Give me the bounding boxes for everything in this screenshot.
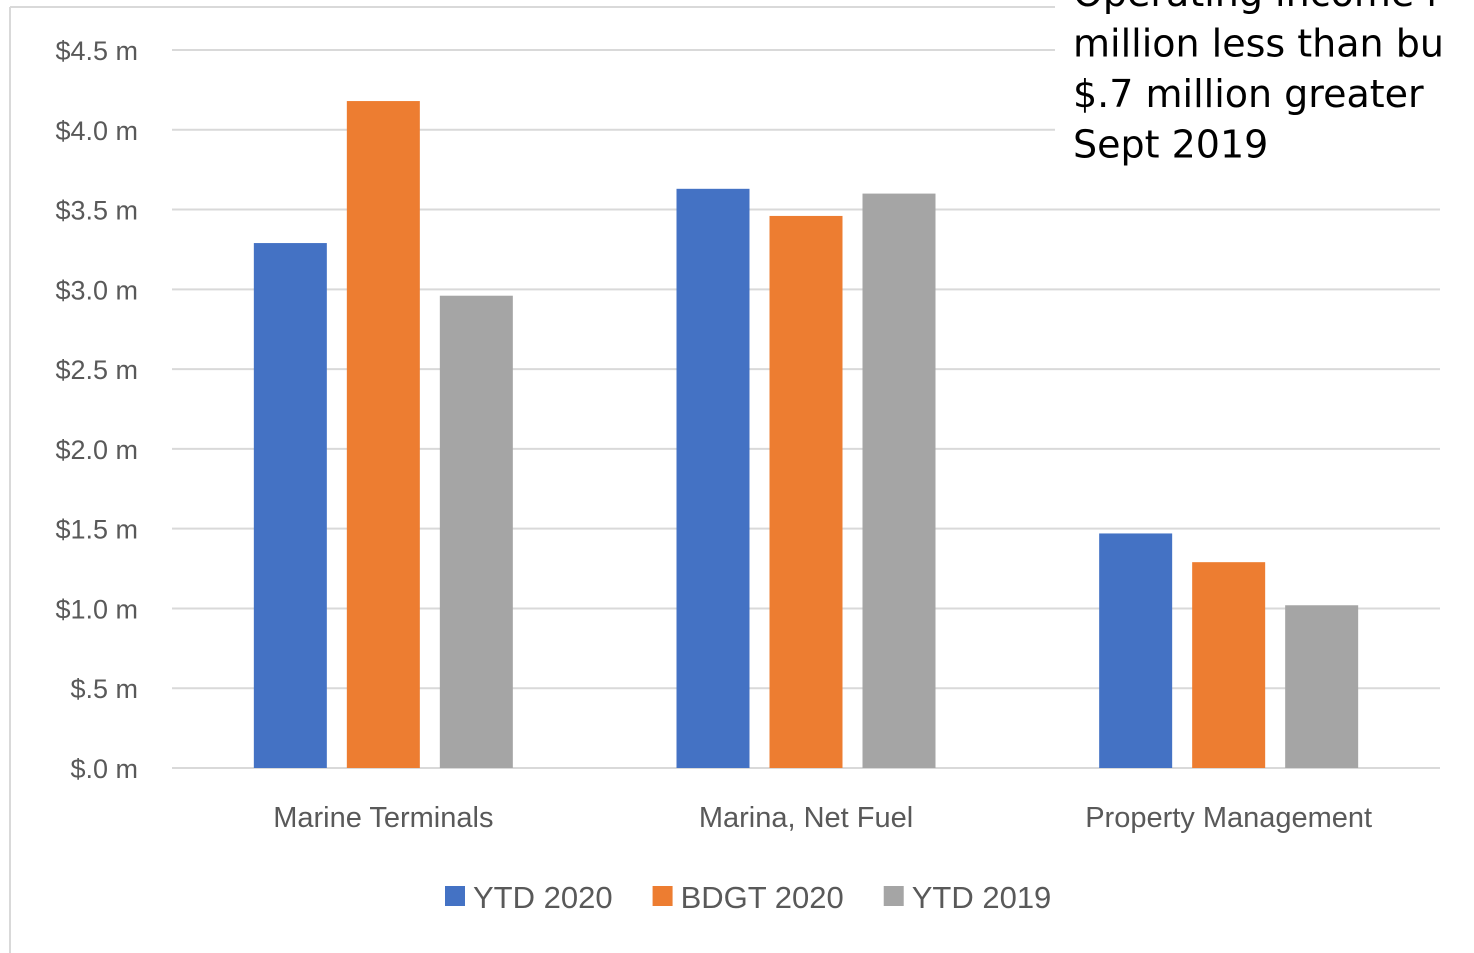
legend-swatch <box>652 886 673 906</box>
y-tick-label: $1.5 m <box>55 515 138 545</box>
bar <box>676 188 750 768</box>
bar <box>1285 605 1359 768</box>
annotation-background <box>1055 0 1474 168</box>
y-tick-label: $1.0 m <box>55 594 138 624</box>
y-tick-label: $4.0 m <box>55 116 138 146</box>
bar <box>769 215 843 769</box>
y-tick-label: $3.0 m <box>55 275 138 305</box>
y-tick-label: $2.5 m <box>55 355 138 385</box>
y-tick-label: $.0 m <box>70 754 138 784</box>
x-tick-label: Marine Terminals <box>273 802 493 834</box>
legend-label: YTD 2020 <box>473 880 613 915</box>
y-tick-label: $2.0 m <box>55 435 138 465</box>
bar <box>1192 562 1266 768</box>
legend-label: YTD 2019 <box>912 880 1052 915</box>
legend-swatch <box>883 886 904 906</box>
annotation-text: $.7 million greater <box>1073 72 1424 116</box>
bar <box>346 101 420 768</box>
bar <box>439 295 513 768</box>
x-tick-label: Property Management <box>1085 802 1372 834</box>
bar <box>862 193 936 769</box>
annotation-text: Operating income i <box>1073 0 1437 15</box>
x-tick-label: Marina, Net Fuel <box>699 802 913 834</box>
legend-label: BDGT 2020 <box>681 880 844 915</box>
legend-swatch <box>445 886 465 906</box>
bar <box>253 243 327 768</box>
y-tick-label: $3.5 m <box>55 196 138 226</box>
bar <box>1099 533 1173 768</box>
annotation-text: Sept 2019 <box>1073 123 1268 167</box>
annotation-text: million less than bu <box>1073 22 1444 66</box>
y-tick-label: $4.5 m <box>55 36 138 66</box>
y-tick-label: $.5 m <box>70 674 138 704</box>
